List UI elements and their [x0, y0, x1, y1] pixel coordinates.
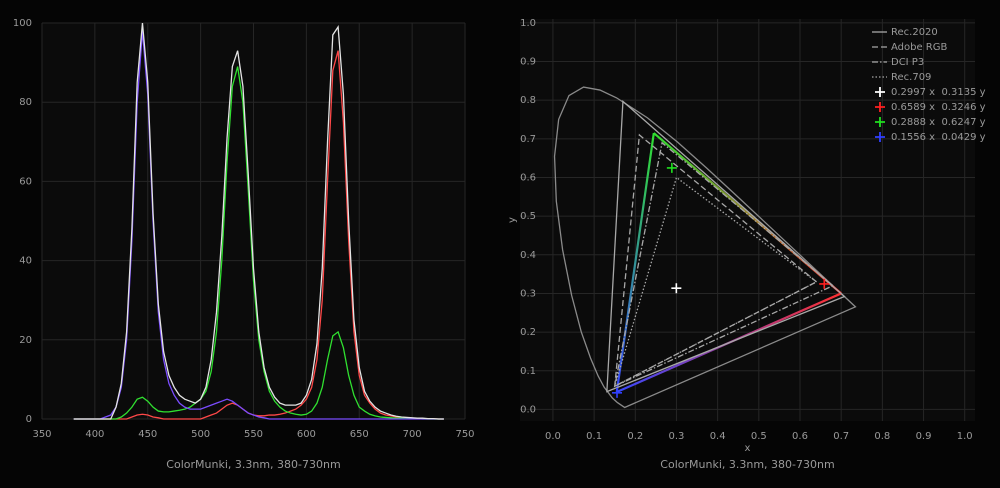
- y-tick-label: 40: [19, 256, 32, 267]
- spectrum-line: [73, 22, 444, 420]
- x-tick-label: 0.4: [710, 431, 726, 442]
- panel-gamut-edge: [615, 132, 655, 393]
- legend-label: 0.1556 x 0.0429 y: [891, 132, 986, 143]
- x-tick-label: 400: [85, 429, 104, 440]
- gamut-triangle: [613, 141, 835, 388]
- x-tick-label: 550: [244, 429, 263, 440]
- legend-marker: [875, 117, 885, 127]
- gamut-triangle: [613, 133, 818, 388]
- legend-label: 0.2997 x 0.3135 y: [891, 87, 986, 98]
- gamut-triangle: [606, 99, 846, 393]
- legend-marker: [875, 87, 885, 97]
- measured-point: [671, 283, 682, 294]
- y-tick-label: 0.4: [520, 250, 536, 261]
- legend-label: Rec.2020: [891, 27, 938, 38]
- x-tick-label: 350: [32, 429, 51, 440]
- x-tick-label: 0.8: [874, 431, 890, 442]
- legend-label: 0.6589 x 0.3246 y: [891, 102, 986, 113]
- y-tick-label: 0.3: [520, 288, 536, 299]
- measured-point: [819, 278, 830, 289]
- y-tick-label: 0.8: [520, 95, 536, 106]
- y-tick-label: 80: [19, 97, 32, 108]
- legend-marker: [875, 132, 885, 142]
- x-tick-label: 650: [350, 429, 369, 440]
- legend-label: Rec.709: [891, 72, 931, 83]
- y-tick-label: 0.1: [520, 366, 536, 377]
- chart-title: ColorMunki, 3.3nm, 380-730nm: [660, 458, 834, 471]
- x-tick-label: 600: [297, 429, 316, 440]
- x-tick-label: 0.5: [751, 431, 767, 442]
- x-tick-label: 0.2: [627, 431, 643, 442]
- x-tick-label: 450: [138, 429, 157, 440]
- y-tick-label: 0.7: [520, 134, 536, 145]
- y-tick-label: 0.5: [520, 211, 536, 222]
- y-tick-label: 0.2: [520, 327, 536, 338]
- x-tick-label: 700: [403, 429, 422, 440]
- x-tick-label: 750: [455, 429, 474, 440]
- x-tick-label: 0.6: [792, 431, 808, 442]
- spectral-locus: [553, 86, 857, 409]
- y-tick-label: 1.0: [520, 18, 536, 29]
- x-tick-label: 0.7: [833, 431, 849, 442]
- x-axis-label: x: [745, 443, 751, 454]
- y-tick-label: 100: [13, 18, 32, 29]
- y-tick-label: 0.6: [520, 172, 536, 183]
- spectrum-line: [73, 50, 444, 420]
- y-tick-label: 0.9: [520, 57, 536, 68]
- measured-point: [666, 162, 677, 173]
- legend-label: DCI P3: [891, 57, 924, 68]
- legend-marker: [875, 102, 885, 112]
- x-tick-label: 0.1: [586, 431, 602, 442]
- y-tick-label: 0.0: [520, 404, 536, 415]
- y-axis-label: y: [507, 217, 518, 223]
- x-tick-label: 0.9: [916, 431, 932, 442]
- y-tick-label: 0: [26, 414, 32, 425]
- x-tick-label: 0.3: [669, 431, 685, 442]
- measured-point: [612, 387, 623, 398]
- x-tick-label: 1.0: [957, 431, 973, 442]
- y-tick-label: 20: [19, 335, 32, 346]
- legend-label: Adobe RGB: [891, 42, 948, 53]
- legend-label: 0.2888 x 0.6247 y: [891, 117, 986, 128]
- spectrum-line: [73, 66, 444, 420]
- x-tick-label: 0.0: [545, 431, 561, 442]
- x-tick-label: 500: [191, 429, 210, 440]
- chart-title: ColorMunki, 3.3nm, 380-730nm: [166, 458, 340, 471]
- y-tick-label: 60: [19, 176, 32, 187]
